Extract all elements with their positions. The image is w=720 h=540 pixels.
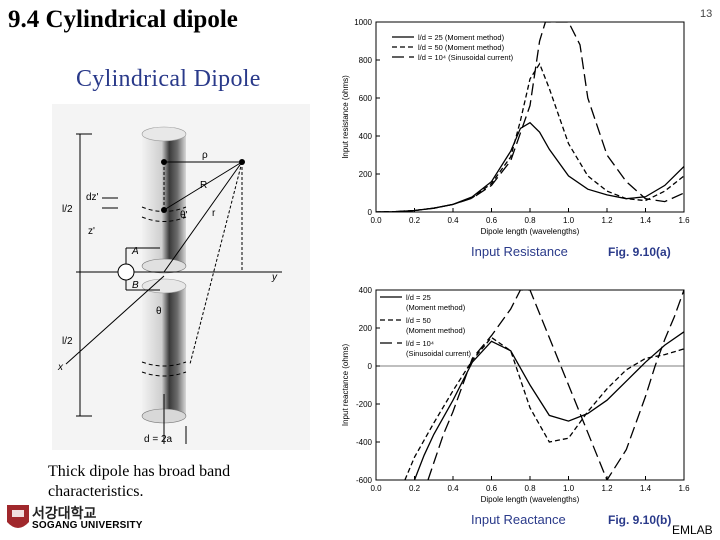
chart-legend: l/d = 25 (Moment method)l/d = 50 (Moment…: [392, 33, 514, 62]
dipole-figure: ρ R r θ' θ A B y x l/2 l/2 dz' z' d = 2a: [52, 104, 310, 450]
label-r: r: [212, 208, 216, 219]
chart-caption: Input Reactance: [471, 512, 566, 527]
university-logo-emblem: [7, 505, 29, 528]
x-tick-label: 1.2: [601, 484, 613, 493]
series-line-1: [413, 331, 684, 480]
y-tick-label: 400: [359, 286, 373, 295]
y-tick-label: 200: [359, 324, 373, 333]
dipole-figure-title: Cylindrical Dipole: [76, 66, 261, 92]
university-name-korean: 서강대학교: [32, 506, 97, 522]
y-tick-label: 400: [359, 132, 373, 141]
series-line-2: [376, 62, 684, 212]
series-line-3: [376, 22, 684, 212]
x-tick-label: 1.2: [601, 216, 613, 225]
x-tick-label: 1.4: [640, 484, 652, 493]
x-tick-label: 1.0: [563, 216, 575, 225]
legend-label: l/d = 10⁴ (Sinusoidal current): [418, 53, 514, 62]
dipole-axes: [65, 133, 282, 444]
y-tick-label: 600: [359, 94, 373, 103]
x-tick-label: 0.8: [524, 484, 536, 493]
label-dz: dz': [86, 192, 99, 203]
legend-sublabel: (Moment method): [406, 326, 466, 335]
label-l-half-top: l/2: [62, 204, 73, 215]
chart-input-reactance: 0.0 0.2 0.4 0.6 0.8 1.0 1.2 1.4 1.6 400 200 0 -200 -4…: [341, 286, 690, 527]
x-tick-label: 1.4: [640, 216, 652, 225]
chart-input-resistance: 0.0 0.2 0.4 0.6 0.8 1.0 1.2 1.4 1.6 0 200 400 600 800…: [341, 18, 690, 259]
x-tick-label: 0.6: [486, 484, 498, 493]
label-theta-prime: θ': [180, 210, 188, 221]
x-axis-label: Dipole length (wavelengths): [481, 227, 580, 236]
legend-label: l/d = 25: [406, 293, 431, 302]
y-tick-label: 0: [368, 208, 373, 217]
series-line-1: [376, 121, 684, 212]
label-A: A: [131, 246, 139, 257]
label-l-half-bottom: l/2: [62, 336, 73, 347]
label-R: R: [200, 180, 207, 191]
y-tick-label: -600: [356, 476, 373, 485]
y-axis-label: Input reactance (ohms): [341, 344, 350, 427]
x-tick-label: 0.8: [524, 216, 536, 225]
label-z: z': [88, 226, 95, 237]
legend-label: l/d = 50: [406, 316, 431, 325]
note-line-2: characteristics.: [48, 483, 144, 500]
y-tick-label: 1000: [354, 18, 372, 27]
x-tick-label: 0.2: [409, 484, 421, 493]
x-tick-label: 0.4: [447, 216, 459, 225]
legend-sublabel: (Sinusoidal current): [406, 349, 472, 358]
y-axis-label: Input resistance (ohms): [341, 75, 350, 159]
x-tick-label: 0.4: [447, 484, 459, 493]
y-tick-label: 0: [368, 362, 373, 371]
legend-label: l/d = 10⁴: [406, 339, 434, 348]
series-line-2: [404, 336, 684, 480]
chart-legend: l/d = 25(Moment method)l/d = 50(Moment m…: [380, 293, 472, 358]
figure-label: Fig. 9.10(b): [608, 513, 671, 527]
legend-sublabel: (Moment method): [406, 303, 466, 312]
note-text: Thick dipole has broad band characterist…: [48, 462, 288, 502]
chart-caption: Input Resistance: [471, 244, 568, 259]
x-tick-label: 0.2: [409, 216, 421, 225]
figure-label: Fig. 9.10(a): [608, 245, 671, 259]
x-axis-label: Dipole length (wavelengths): [481, 495, 580, 504]
y-tick-label: 800: [359, 56, 373, 65]
university-name-english: SOGANG UNIVERSITY: [32, 520, 143, 531]
y-tick-label: 200: [359, 170, 373, 179]
note-line-1: Thick dipole has broad band: [48, 463, 231, 480]
x-tick-label: 1.0: [563, 484, 575, 493]
x-tick-label: 0.0: [370, 216, 382, 225]
legend-label: l/d = 50 (Moment method): [418, 43, 505, 52]
y-tick-label: -400: [356, 438, 373, 447]
lab-name-footer: EMLAB: [672, 523, 713, 537]
legend-label: l/d = 25 (Moment method): [418, 33, 505, 42]
label-theta: θ: [156, 306, 162, 317]
slide-title: 9.4 Cylindrical dipole: [8, 6, 238, 33]
y-tick-label: -200: [356, 400, 373, 409]
x-tick-label: 1.6: [678, 216, 690, 225]
slide-number: 13: [700, 8, 713, 20]
x-tick-label: 1.6: [678, 484, 690, 493]
label-rho: ρ: [202, 150, 208, 161]
series-line-3: [427, 290, 684, 480]
x-tick-label: 0.6: [486, 216, 498, 225]
x-tick-label: 0.0: [370, 484, 382, 493]
label-y: y: [271, 272, 278, 283]
label-B: B: [132, 280, 139, 291]
label-d: d = 2a: [144, 434, 173, 445]
label-x: x: [57, 362, 64, 373]
